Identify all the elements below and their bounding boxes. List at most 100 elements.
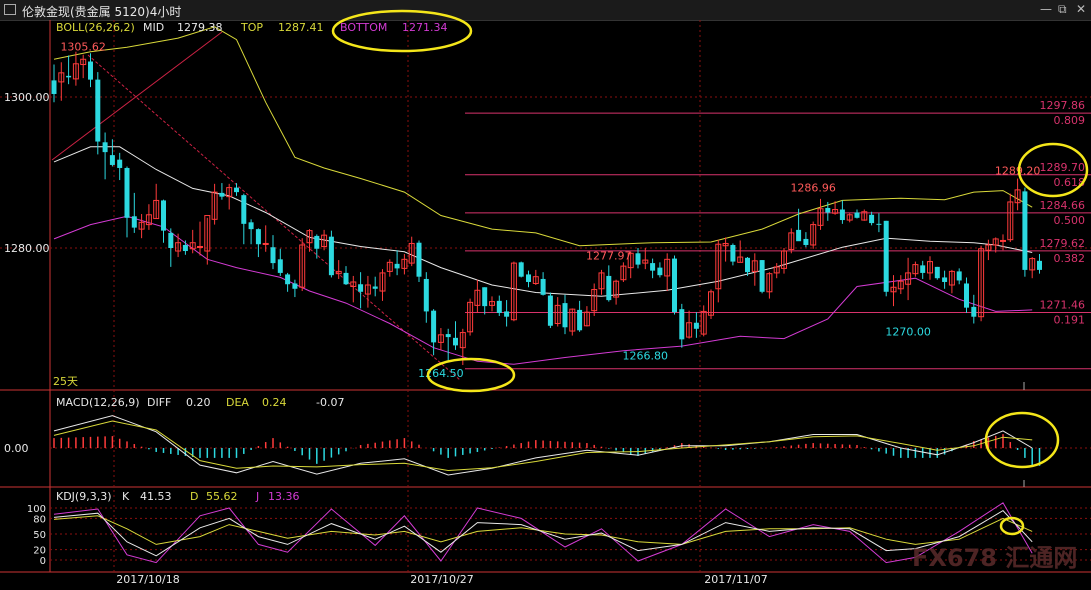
candle-body-up [788,232,795,251]
macd-value: -0.07 [316,396,344,409]
candle-body-down [825,207,831,213]
candle-body-down [358,284,364,292]
kdj-tick-label: 80 [33,514,46,525]
candle-body-up [642,259,649,264]
candle-body-down [635,253,641,265]
x-tick-label: 2017/10/18 [116,573,179,586]
fib-price-label: 1279.62 [1040,237,1086,250]
candle-body-down [314,235,320,249]
candle-body-up [226,187,233,198]
candle-body-down [66,75,72,78]
candle-body-up [686,322,693,338]
price-annotation: 1266.80 [623,350,669,363]
candle-body-up [335,270,342,275]
candle-body-down [431,310,437,343]
close-icon[interactable]: ✕ [1076,2,1087,16]
candle-body-up [985,244,992,251]
candle-body-up [401,258,408,269]
candle-body-down [964,283,969,308]
candle-body-down [445,334,451,338]
candle-body-up [189,242,196,250]
macd-dea-line [53,420,1033,472]
candle-body-down [423,278,429,312]
price-annotation: 1286.96 [790,181,836,194]
candle-body-down [168,232,174,248]
candle-body-down [292,283,298,289]
boll-mid-line [53,146,1033,297]
kdj-k-line [53,509,1033,557]
fib-ratio-label: 0.809 [1054,114,1086,127]
boll-mid-label: MID [143,21,164,34]
candle-body-up [138,221,145,230]
candle-body-up [58,72,65,83]
candle-body-down [839,209,845,221]
highlight-low-ellipse [426,357,516,393]
candle-body-down [803,238,809,245]
candle-body-up [751,260,758,272]
candle-body-up [80,58,87,66]
price-annotation: 1289.20 [995,165,1041,178]
candle-body-down [270,247,276,264]
candle-body-down [482,287,488,307]
candle-body-down [672,258,677,313]
candle-body-up [1000,239,1006,242]
candle-body-up [927,261,933,274]
candle-body-down [285,274,291,285]
candle-body-down [730,244,736,262]
candle-body-up [510,262,517,321]
candle-body-up [72,63,79,80]
candle-body-up [554,304,561,325]
fib-price-label: 1297.86 [1040,99,1086,112]
fib-price-label: 1271.46 [1040,298,1086,311]
window-title: 伦敦金现(贵金属 5120)4小时 [22,5,182,19]
candle-body-down [124,167,130,218]
window-icon [4,4,16,15]
kdj-tick-label: 50 [33,530,46,541]
price-annotations: 1305.62 1286.96 1289.20 1277.97 1266.80 1270.… [60,41,1040,380]
restore-icon[interactable]: ⧉ [1058,2,1067,16]
candle-body-up [861,211,868,221]
fib-ratio-label: 0.382 [1054,252,1086,265]
boll-bottom-value: 1271.34 [402,21,448,34]
candle-body-up [781,250,787,269]
candle-body-down [131,216,137,228]
boll-top-line [53,26,1033,247]
candle-body-up [591,289,598,312]
macd-tick-label: 0.00 [4,442,29,455]
candle-body-down [759,260,765,292]
minimize-icon[interactable]: — [1040,2,1052,16]
price-annotation: 1277.97 [586,249,632,262]
candle-body-up [846,214,853,221]
kdj-label: KDJ(9,3,3) [56,490,112,503]
x-axis-labels: 2017/10/18 2017/10/27 2017/11/07 [116,573,767,586]
candle-body-down [796,229,802,242]
candle-body-up [773,266,780,274]
candle-body-down [248,222,254,230]
candle-body-down [547,295,553,326]
candle-body-up [897,280,904,290]
candle-body-up [379,272,386,292]
candle-body-down [934,266,940,279]
boll-top-value: 1287.41 [278,21,324,34]
fib-ratio-label: 0.618 [1054,176,1086,189]
period-label: 25天 [53,375,78,388]
candle-body-up [532,276,539,284]
price-annotation: 1270.00 [885,326,931,339]
candle-body-down [182,244,188,252]
candle-body-down [109,155,115,165]
candle-body-down [416,242,422,277]
candle-body-down [277,259,283,273]
candle-body-up [992,238,999,246]
candle-body-up [306,230,313,244]
candle-body-up [715,243,722,290]
kdj-d-label: D [190,490,198,503]
kdj-k-label: K [122,490,130,503]
candle-body-down [745,257,750,273]
candle-body-up [832,208,839,214]
candle-body-down [526,274,531,282]
macd-label: MACD(12,26,9) [56,396,140,409]
highlight-macd-ellipse [984,411,1060,469]
macd-dea-label: DEA [226,396,249,409]
title-bar: 伦敦金现(贵金属 5120)4小时 — ⧉ ✕ [0,0,1091,21]
candle-body-up [912,264,919,275]
